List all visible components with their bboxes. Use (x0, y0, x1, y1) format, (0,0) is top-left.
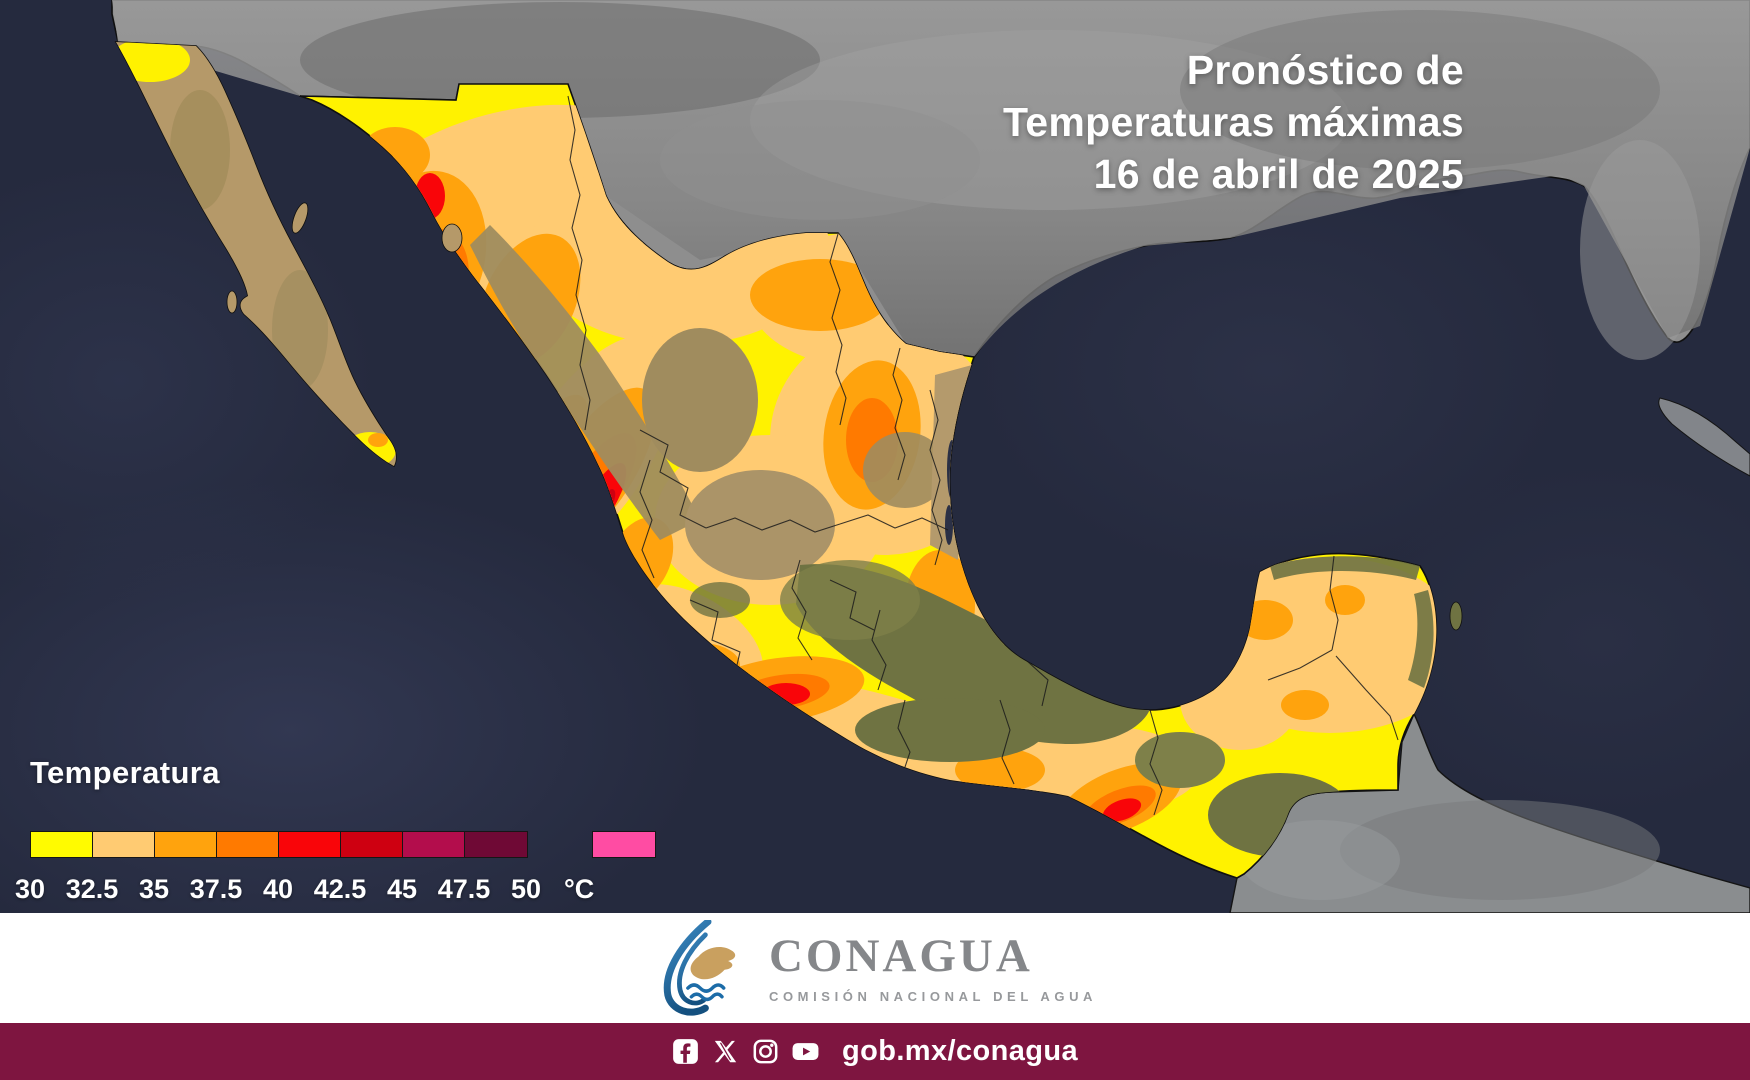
legend-color-block (216, 831, 280, 858)
instagram-icon (753, 1039, 778, 1064)
legend-tick: 47.5 (437, 874, 491, 904)
legend-tick: 40 (262, 874, 294, 904)
title-line-1: Pronóstico de (1186, 47, 1464, 93)
legend-color-block (92, 831, 156, 858)
youtube-icon (792, 1043, 819, 1060)
cozumel-island (1449, 601, 1463, 631)
bottom-bar: gob.mx/conagua (0, 1023, 1750, 1080)
x-twitter-icon (714, 1040, 737, 1063)
legend-tick: 35 (138, 874, 170, 904)
legend-tick: 32.5 (65, 874, 119, 904)
state-borders (567, 95, 1399, 816)
legend-title: Temperatura (30, 755, 220, 790)
legend-tick: 30 (14, 874, 46, 904)
conagua-wordmark: CONAGUA (768, 929, 1033, 982)
temperature-legend: Temperatura °C 30 32.5 35 37.5 40 42.5 45 47.5 5… (15, 755, 690, 908)
legend-colorbar (30, 831, 660, 858)
legend-color-block (278, 831, 342, 858)
legend-tick: 45 (386, 874, 418, 904)
islands (226, 202, 1463, 631)
cuba (1658, 397, 1750, 477)
legend-color-block (30, 831, 94, 858)
legend-tick-labels: °C 30 32.5 35 37.5 40 42.5 45 47.5 50 (15, 874, 660, 908)
gob-mx-url: gob.mx/conagua (841, 1035, 1078, 1067)
legend-color-block (402, 831, 466, 858)
conagua-subtitle: COMISIÓN NACIONAL DEL AGUA (768, 988, 1098, 1004)
florida (1580, 140, 1700, 360)
footer-band: CONAGUA COMISIÓN NACIONAL DEL AGUA (0, 913, 1750, 1023)
legend-color-block (340, 831, 404, 858)
us-landmass (111, 0, 1750, 360)
legend-tick: 37.5 (189, 874, 243, 904)
title-line-3: 16 de abril de 2025 (1093, 151, 1464, 198)
legend-tick: 42.5 (313, 874, 367, 904)
conagua-logo: CONAGUA COMISIÓN NACIONAL DEL AGUA (653, 920, 1097, 1016)
map-area: Pronóstico de Temperaturas máximas 16 de… (0, 0, 1750, 913)
title-line-2: Temperaturas máximas (1002, 99, 1464, 146)
legend-unit: °C (564, 874, 595, 904)
legend-tick: 50 (510, 874, 542, 904)
conagua-logo-text: CONAGUA COMISIÓN NACIONAL DEL AGUA (768, 929, 1098, 1004)
mexico-temperature-map (0, 0, 1750, 913)
map-title: Pronóstico de Temperaturas máximas 16 de… (1003, 44, 1464, 200)
facebook-icon (673, 1039, 698, 1064)
conagua-drop-eagle-icon (663, 920, 736, 1016)
legend-overflow-block (592, 831, 656, 858)
legend-color-block (154, 831, 218, 858)
legend-color-block (464, 831, 528, 858)
